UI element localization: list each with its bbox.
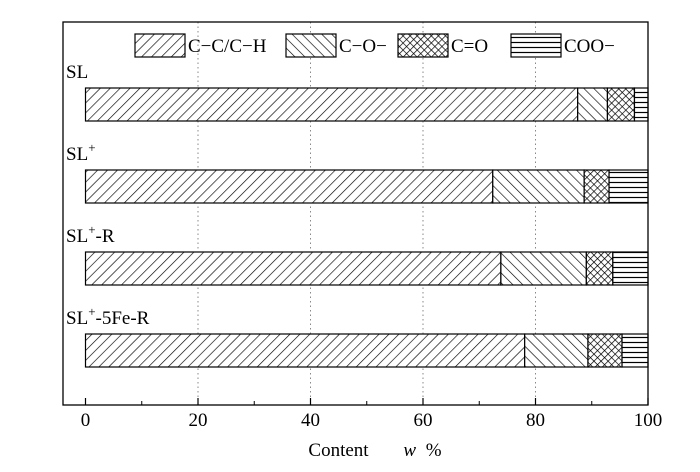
bars xyxy=(84,87,649,368)
category-labels: SL SL+ SL+-R SL+-5Fe-R xyxy=(66,62,150,329)
bar-2-segment-1 xyxy=(84,169,494,204)
x-axis-ticks xyxy=(84,398,649,405)
legend: C−C/C−H C−O− C=O COO− xyxy=(134,33,615,58)
bar-2-segment-2 xyxy=(492,169,585,204)
legend-label-2: C−O− xyxy=(339,36,387,57)
category-label-2: SL+ xyxy=(66,140,96,165)
bar-1-segment-4 xyxy=(633,87,649,122)
x-tick-label-0: 0 xyxy=(81,410,91,431)
x-tick-label-20: 20 xyxy=(189,410,208,431)
x-axis-label: Content w % xyxy=(308,440,441,461)
x-axis-label-variable: w xyxy=(403,440,416,461)
bar-3-segment-2 xyxy=(500,251,587,286)
bar-1-segment-2 xyxy=(577,87,609,122)
category-label-3: SL+-R xyxy=(66,222,115,247)
legend-swatch-2 xyxy=(285,33,337,58)
legend-label-1: C−C/C−H xyxy=(188,36,267,57)
x-tick-label-60: 60 xyxy=(414,410,433,431)
category-label-1: SL xyxy=(66,62,88,83)
legend-label-3: C=O xyxy=(451,36,488,57)
bar-3-segment-1 xyxy=(84,251,502,286)
gridlines xyxy=(197,22,536,405)
category-label-4: SL+-5Fe-R xyxy=(66,304,150,329)
x-axis-label-prefix: Content xyxy=(308,440,369,461)
bar-3-segment-3 xyxy=(585,251,614,286)
bar-4-segment-1 xyxy=(84,333,526,368)
legend-label-4: COO− xyxy=(564,36,615,57)
bar-4-segment-4 xyxy=(621,333,649,368)
bar-4-segment-2 xyxy=(524,333,589,368)
bar-3-segment-4 xyxy=(612,251,649,286)
legend-swatch-4 xyxy=(510,33,562,58)
bar-1-segment-3 xyxy=(606,87,636,122)
bar-2-segment-4 xyxy=(608,169,649,204)
legend-swatch-1 xyxy=(134,33,186,58)
x-tick-label-80: 80 xyxy=(526,410,545,431)
plot-frame xyxy=(62,21,649,406)
bar-1-segment-1 xyxy=(84,87,579,122)
x-axis-tick-labels: 0 20 40 60 80 100 xyxy=(81,410,663,431)
x-tick-label-100: 100 xyxy=(634,410,663,431)
x-tick-label-40: 40 xyxy=(301,410,320,431)
bar-2-segment-3 xyxy=(583,169,610,204)
legend-swatch-3 xyxy=(397,33,449,58)
x-axis-label-unit: % xyxy=(426,440,442,461)
bar-4-segment-3 xyxy=(587,333,623,368)
